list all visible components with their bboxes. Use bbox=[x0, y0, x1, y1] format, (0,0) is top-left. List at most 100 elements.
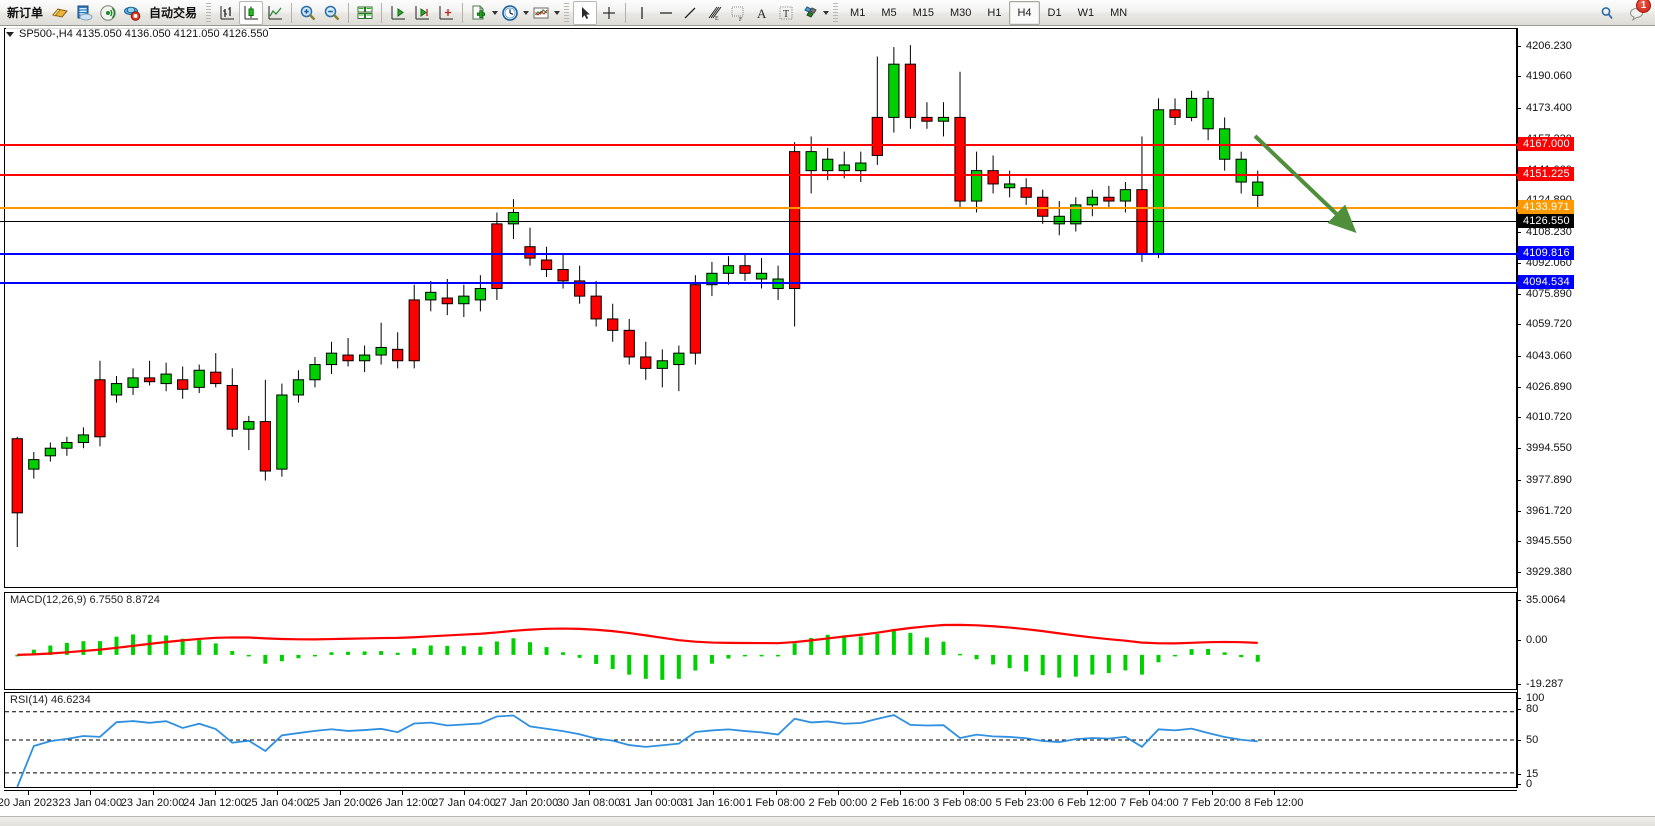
period-dropdown-caret[interactable] bbox=[523, 10, 530, 15]
time-label: 7 Feb 20:00 bbox=[1182, 797, 1242, 809]
timeframe-h4[interactable]: H4 bbox=[1009, 0, 1040, 25]
alerts-icon[interactable]: 1 bbox=[1625, 0, 1651, 25]
macd-pane[interactable]: MACD(12,26,9) 6.7550 8.8724 bbox=[4, 592, 1517, 690]
timeframe-h1[interactable]: H1 bbox=[987, 6, 1002, 19]
price-tick: 4010.720 bbox=[1517, 411, 1572, 423]
indicators-dropdown-caret[interactable] bbox=[492, 10, 499, 15]
text-icon[interactable]: A bbox=[750, 1, 774, 25]
price-line-support-1[interactable] bbox=[0, 252, 1523, 259]
price-label-pivot[interactable]: 4133.971 bbox=[1518, 200, 1574, 215]
time-tick bbox=[962, 791, 964, 795]
time-label: 3 Feb 08:00 bbox=[933, 797, 992, 809]
macd-label: MACD(12,26,9) 6.7550 8.8724 bbox=[9, 594, 161, 606]
candlestick-chart-icon[interactable] bbox=[239, 0, 264, 25]
price-axis-line bbox=[1517, 28, 1518, 788]
timeframe-w1[interactable]: W1 bbox=[1077, 6, 1095, 19]
vertical-line-icon[interactable] bbox=[630, 1, 654, 25]
autotrade-icon[interactable] bbox=[120, 1, 144, 25]
time-tick bbox=[90, 791, 92, 795]
price-label-support-1[interactable]: 4109.816 bbox=[1518, 246, 1574, 261]
macd-tick-min: -19.287 bbox=[1517, 678, 1563, 690]
price-line-resistance-1[interactable] bbox=[0, 143, 1523, 150]
tile-windows-icon[interactable] bbox=[353, 1, 377, 25]
time-label: 1 Feb 08:00 bbox=[746, 797, 805, 809]
chart-menu-triangle-icon[interactable] bbox=[6, 31, 14, 37]
macd-canvas bbox=[15, 623, 1260, 680]
time-label: 24 Jan 12:00 bbox=[183, 797, 247, 809]
price-line-last-price[interactable] bbox=[0, 221, 1518, 223]
time-label: 30 Jan 08:00 bbox=[556, 797, 621, 809]
zoom-out-icon[interactable] bbox=[320, 1, 344, 25]
time-tick bbox=[837, 791, 839, 795]
toolbar-grip[interactable] bbox=[206, 2, 212, 23]
time-label: 2 Feb 00:00 bbox=[808, 797, 868, 809]
fibo-icon[interactable]: E bbox=[702, 1, 726, 25]
shift-end-icon[interactable] bbox=[386, 1, 410, 25]
templates-dropdown-caret[interactable] bbox=[554, 10, 561, 15]
trend-line-icon[interactable] bbox=[678, 1, 702, 25]
timeframe-d1[interactable]: D1 bbox=[1047, 6, 1062, 19]
new-order-button[interactable]: 新订单 bbox=[7, 5, 44, 20]
price-pane[interactable] bbox=[4, 28, 1517, 588]
price-label-support-2[interactable]: 4094.534 bbox=[1518, 275, 1574, 290]
price-tick: 4173.400 bbox=[1517, 102, 1572, 114]
templates-icon[interactable] bbox=[529, 1, 553, 25]
toolbar-right-group: 1 bbox=[1595, 0, 1651, 26]
time-label: 26 Jan 12:00 bbox=[369, 797, 434, 809]
time-tick bbox=[277, 791, 279, 795]
time-label: 27 Jan 20:00 bbox=[494, 797, 559, 809]
toolbar-grip-3[interactable] bbox=[833, 2, 839, 23]
time-label: 25 Jan 04:00 bbox=[245, 797, 309, 809]
price-label-last-price[interactable]: 4126.550 bbox=[1518, 214, 1574, 229]
toolbar-grip-2[interactable] bbox=[564, 2, 570, 23]
scroll-chart-icon[interactable] bbox=[410, 1, 434, 25]
gold-bar-icon[interactable] bbox=[48, 1, 72, 25]
text-label-icon[interactable]: T bbox=[774, 1, 798, 25]
indicators-icon[interactable] bbox=[467, 1, 491, 25]
time-label: 23 Jan 20:00 bbox=[120, 797, 185, 809]
rsi-pane[interactable]: RSI(14) 46.6234 bbox=[4, 692, 1517, 788]
line-chart-icon[interactable] bbox=[263, 1, 287, 25]
price-label-resistance-1[interactable]: 4167.000 bbox=[1518, 137, 1574, 152]
zoom-in-icon[interactable] bbox=[296, 1, 320, 25]
move-chart-icon[interactable] bbox=[434, 1, 458, 25]
macd-tick-max: 35.0064 bbox=[1517, 594, 1566, 606]
price-tick: 4026.890 bbox=[1517, 381, 1572, 393]
horizontal-line-icon[interactable] bbox=[654, 1, 678, 25]
objects-icon[interactable] bbox=[798, 1, 822, 25]
time-tick bbox=[775, 791, 777, 795]
timeframe-m1[interactable]: M1 bbox=[850, 6, 866, 19]
timeframe-m30[interactable]: M30 bbox=[950, 6, 972, 19]
rsi-label: RSI(14) 46.6234 bbox=[9, 694, 92, 706]
crosshair-icon[interactable] bbox=[597, 1, 621, 25]
autotrade-button[interactable]: 自动交易 bbox=[149, 5, 198, 20]
timeframe-m5[interactable]: M5 bbox=[881, 6, 897, 19]
time-tick bbox=[526, 791, 528, 795]
fibo-fan-icon[interactable]: F bbox=[726, 1, 750, 25]
price-label-resistance-2[interactable]: 4151.225 bbox=[1518, 167, 1574, 182]
timeframe-m15[interactable]: M15 bbox=[912, 6, 934, 19]
data-window-icon[interactable] bbox=[72, 1, 96, 25]
svg-text:E: E bbox=[715, 16, 719, 22]
rsi-tick-50: 50 bbox=[1517, 734, 1538, 746]
broadcast-icon[interactable] bbox=[96, 1, 120, 25]
objects-dropdown-caret[interactable] bbox=[823, 10, 830, 15]
toolbar-separator-2 bbox=[348, 2, 350, 23]
svg-text:T: T bbox=[783, 9, 789, 20]
time-tick bbox=[152, 791, 154, 795]
period-icon[interactable] bbox=[498, 1, 522, 25]
macd-tick-zero: 0.00 bbox=[1517, 634, 1547, 646]
cursor-icon[interactable] bbox=[573, 0, 598, 25]
price-line-resistance-2[interactable] bbox=[0, 173, 1523, 180]
timeframe-mn[interactable]: MN bbox=[1110, 6, 1128, 19]
price-line-pivot[interactable] bbox=[0, 206, 1523, 213]
time-tick bbox=[401, 791, 403, 795]
search-icon[interactable] bbox=[1595, 1, 1619, 25]
time-axis[interactable]: 20 Jan 2023 23 Jan 04:00 23 Jan 20:00 24 Ja… bbox=[0, 790, 1517, 826]
chart-workspace[interactable]: SP500-,H4 4135.050 4136.050 4121.050 412… bbox=[0, 26, 1655, 826]
time-label: 25 Jan 20:00 bbox=[307, 797, 372, 809]
price-tick: 4059.720 bbox=[1517, 318, 1572, 330]
price-line-support-2[interactable] bbox=[0, 281, 1523, 288]
svg-text:F: F bbox=[739, 17, 743, 22]
bar-chart-icon[interactable] bbox=[215, 1, 239, 25]
